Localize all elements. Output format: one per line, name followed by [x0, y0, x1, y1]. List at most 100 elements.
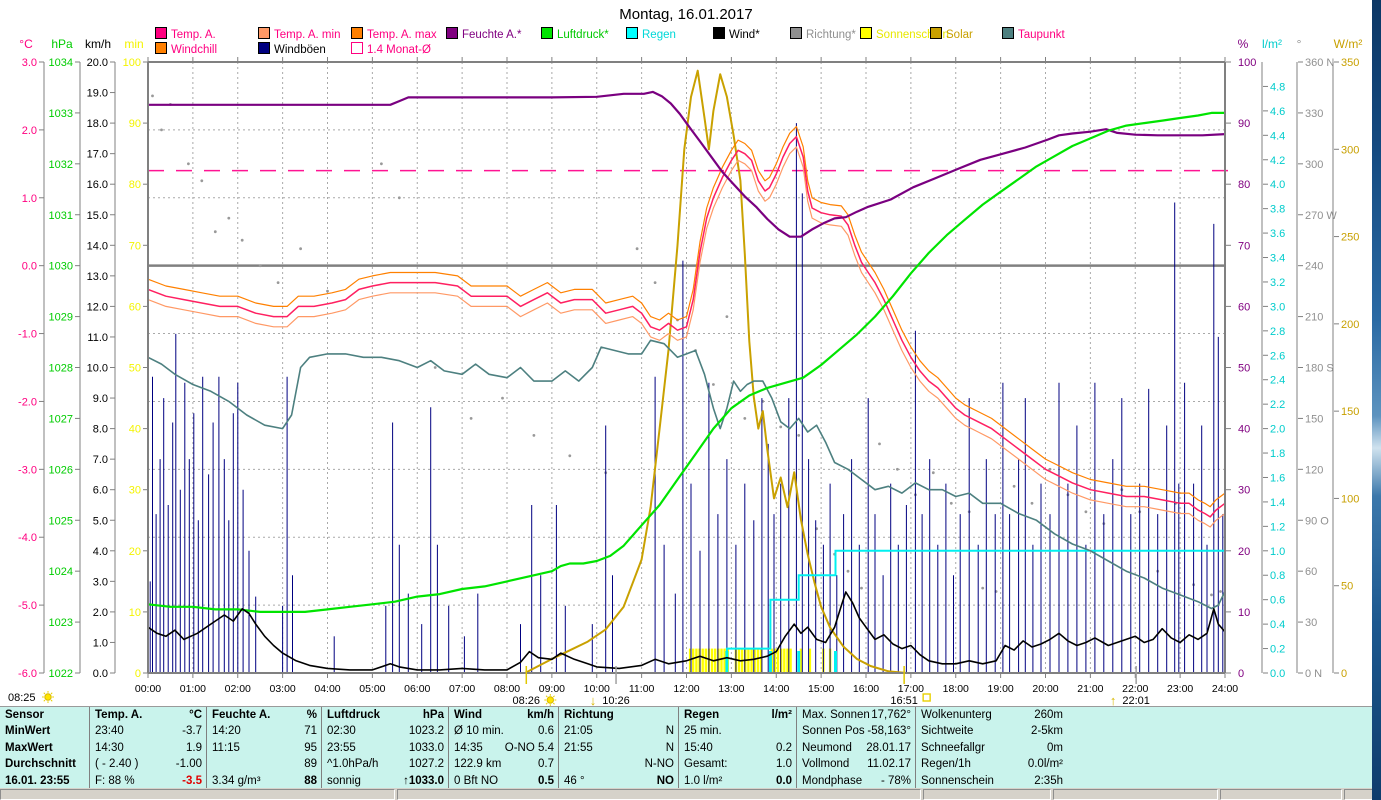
- table-row: Ø 10 min. 0.6: [449, 723, 559, 739]
- axis-tick-label-solar: 250: [1341, 232, 1359, 244]
- axis-tick-label-minutes: 10: [129, 607, 141, 619]
- rain-rate-bar: [768, 651, 772, 673]
- direction-dot: [380, 162, 383, 166]
- axis-tick-label-pct: 30: [1238, 485, 1250, 497]
- direction-dot: [397, 196, 401, 200]
- sunshine-bar: [688, 648, 692, 673]
- axis-tick-label-press: 1026: [49, 464, 73, 476]
- chart-legend: Temp. A. Temp. A. min Temp. A. max Feuchte …: [0, 27, 1372, 59]
- table-row: Sonnen Pos -58,163°: [797, 723, 916, 739]
- axis-tick-label-dir: 360 N: [1305, 57, 1334, 69]
- axis-tick-label-pct: 50: [1238, 363, 1250, 375]
- table-cell: NO: [656, 774, 674, 787]
- sunshine-bar: [753, 648, 756, 673]
- legend-color-swatch: [860, 27, 872, 39]
- axis-tick-label-wind: 18.0: [87, 118, 108, 130]
- direction-dot: [1084, 510, 1088, 514]
- table-cell: 1023.2: [408, 725, 444, 738]
- axis-tick-label-temp: -6.0: [18, 668, 37, 680]
- axis-tick-label-minutes: 90: [129, 118, 141, 130]
- axis-tick-label-minutes: 0: [135, 668, 141, 680]
- axis-tick-label-rain: 2.2: [1270, 399, 1285, 411]
- time-label: 05:00: [359, 683, 385, 695]
- table-cell: 88: [304, 774, 317, 787]
- legend-label: Regen: [642, 29, 676, 41]
- time-label: 13:00: [718, 683, 744, 695]
- table-cell: 25 min.: [684, 725, 722, 738]
- axis-tick-label-wind: 9.0: [93, 393, 108, 405]
- table-cell: Durchschnitt: [5, 758, 76, 771]
- table-row: Sonnenschein 2:35h: [916, 773, 1068, 789]
- table-cell: MaxWert: [5, 741, 53, 754]
- sunshine-bar: [756, 648, 760, 673]
- axis-tick-label-minutes: 50: [129, 363, 141, 375]
- direction-dot: [743, 417, 747, 420]
- table-cell: 23:55: [327, 741, 356, 754]
- axis-tick-label-dir: 30: [1305, 617, 1317, 629]
- table-cell: 0.0l/m²: [1027, 758, 1063, 771]
- table-row: 3.34 g/m³ 88: [207, 773, 322, 789]
- table-row: 14:35 O-NO 5.4: [449, 740, 559, 756]
- axis-unit-temp: °C: [19, 37, 33, 51]
- axis-unit-press: hPa: [51, 37, 73, 51]
- axis-tick-label-solar: 50: [1341, 581, 1353, 593]
- axis-tick-label-dir: 150: [1305, 413, 1323, 425]
- axis-tick-label-rain: 3.8: [1270, 204, 1285, 216]
- table-cell: 16.01. 23:55: [5, 774, 70, 787]
- legend-color-swatch: [1002, 27, 1014, 39]
- table-cell: 15:40: [684, 741, 713, 754]
- table-cell: ↑1033.0: [403, 774, 444, 787]
- legend-item-regen: Regen: [626, 27, 676, 41]
- legend-label: Windchill: [171, 44, 218, 56]
- legend-label: Feuchte A.*: [462, 29, 522, 41]
- direction-dot: [981, 586, 985, 590]
- table-row: 23:40 -3.7: [90, 723, 207, 739]
- dewpoint-line: [147, 339, 1226, 610]
- sunshine-bar: [776, 648, 780, 673]
- axis-tick-label-dir: 120: [1305, 464, 1323, 476]
- axis-tick-label-press: 1030: [49, 261, 73, 273]
- time-label: 09:00: [539, 683, 565, 695]
- time-label: 16:00: [853, 683, 879, 695]
- sunshine-bar: [799, 648, 803, 673]
- direction-dot: [797, 434, 801, 437]
- axis-tick-label-temp: -1.0: [18, 329, 37, 341]
- axis-tick-label-dir: 0 N: [1305, 668, 1322, 680]
- moonset-arrow-icon: ↓: [590, 693, 597, 706]
- table-cell: ^1.0hPa/h: [327, 758, 379, 771]
- legend-color-swatch: [351, 42, 363, 54]
- table-cell: N: [665, 741, 674, 754]
- axis-unit-solar: W/m²: [1334, 37, 1363, 51]
- pressure-line: [147, 111, 1225, 613]
- table-row: 14:30 1.9: [90, 740, 207, 756]
- table-cell: O-NO 5.4: [504, 741, 554, 754]
- table-cell: 3.34 g/m³: [212, 774, 261, 787]
- legend-label: Solar: [946, 29, 973, 41]
- table-cell: 0.0: [776, 774, 792, 787]
- sunrise-left-label: 08:25: [8, 692, 36, 704]
- axis-tick-label-pct: 70: [1238, 240, 1250, 252]
- axis-tick-label-wind: 16.0: [87, 179, 108, 191]
- table-cell: km/h: [527, 709, 554, 721]
- legend-color-swatch: [258, 42, 270, 54]
- table-col-luftdruck: Luftdruck hPa 02:30 1023.2 23:55 1033.0 ^1.0hP…: [321, 707, 449, 789]
- table-cell: Mondphase: [802, 774, 863, 787]
- time-label: 01:00: [180, 683, 206, 695]
- time-label: 14:00: [763, 683, 789, 695]
- axis-tick-label-rain: 2.4: [1270, 375, 1285, 387]
- table-cell: -3.7: [182, 725, 202, 738]
- page-title: Montag, 16.01.2017: [619, 6, 753, 23]
- time-label: 02:00: [225, 683, 251, 695]
- direction-dot: [276, 281, 280, 284]
- axis-tick-label-wind: 6.0: [93, 485, 108, 497]
- wind-line: [147, 591, 1226, 671]
- table-row: ( - 2.40 ) -1.00: [90, 756, 207, 772]
- table-cell: 1033.0: [408, 741, 444, 754]
- table-cell: Sonnenschein: [921, 774, 994, 787]
- table-cell: °C: [189, 709, 202, 721]
- legend-item-wind-: Wind*: [713, 27, 760, 41]
- table-row: 46 ° NO: [559, 773, 679, 789]
- legend-label: Richtung*: [806, 29, 856, 41]
- table-row: N-NO: [559, 756, 679, 772]
